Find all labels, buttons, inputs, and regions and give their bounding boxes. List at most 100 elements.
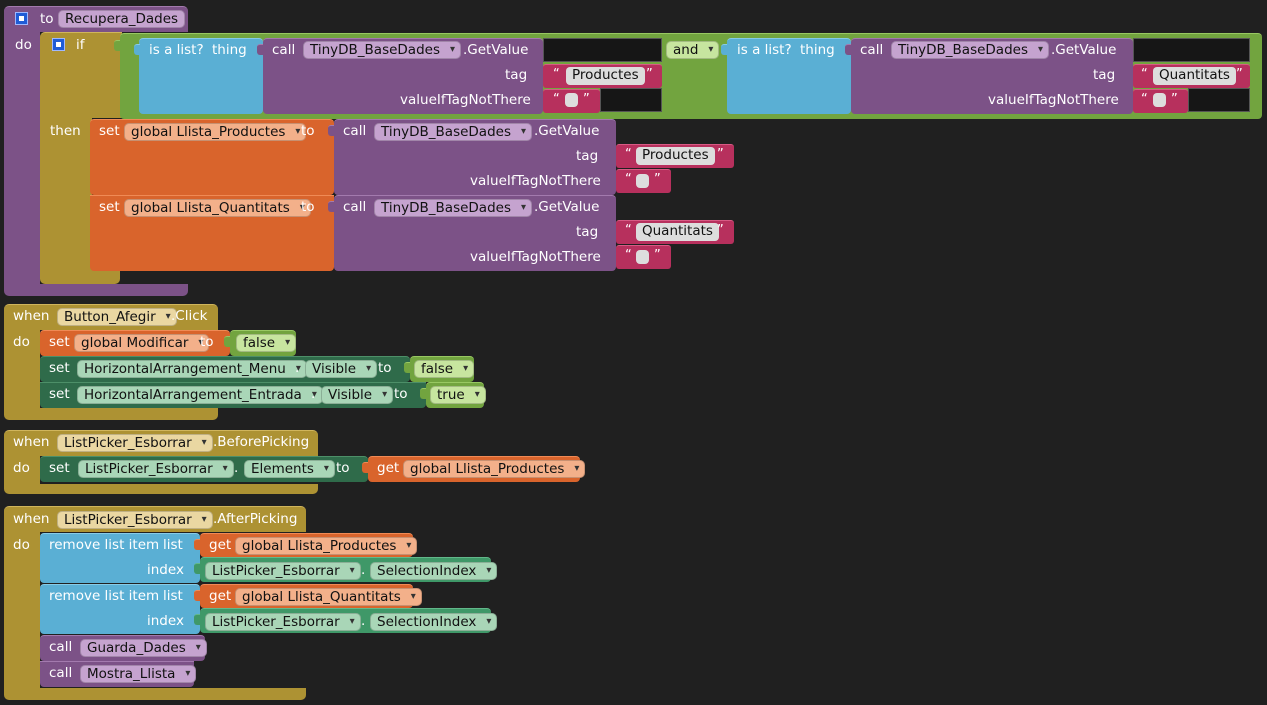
get-var-dropdown[interactable]: global Llista_Productes [403,460,586,478]
listpicker-esborrar-dropdown[interactable]: ListPicker_Esborrar [205,562,361,580]
tinydb-component-dropdown-4[interactable]: TinyDB_BaseDades [374,199,532,217]
getvalue-method-4: .GetValue [534,199,600,215]
if-mutator-gear-icon[interactable] [52,38,65,51]
close-quote: ” [654,172,661,187]
when-label: when [13,511,50,527]
list-label: list [163,588,183,604]
value-if-label-4: valueIfTagNotThere [470,249,601,265]
get-connector [362,462,368,473]
set-var-dropdown-quantitats[interactable]: global Llista_Quantitats [124,199,311,217]
open-quote: “ [625,248,632,263]
remove-list-item-block-1[interactable] [40,533,200,583]
empty-text-field[interactable] [636,174,649,188]
listpicker-esborrar-dropdown[interactable]: ListPicker_Esborrar [57,434,213,452]
horizontal-arrangement-menu-dropdown[interactable]: HorizontalArrangement_Menu [77,360,307,378]
tinydb-component-dropdown-3[interactable]: TinyDB_BaseDades [374,123,532,141]
do-label: do [13,537,30,553]
text-field-set2-tag[interactable]: Quantitats [636,223,719,241]
to-label: to [301,123,315,139]
remove-list-item-label: remove list item [49,588,160,604]
getvalue-method-2: .GetValue [1051,42,1117,58]
set-label: set [99,199,120,215]
is-list-label-1: is a list? [149,42,204,58]
open-quote: “ [553,92,560,107]
text-field-set1-tag[interactable]: Productes [636,147,715,165]
call-label-4: call [343,199,367,215]
text-field-cond1-tag[interactable]: Productes [566,67,645,85]
call-label-3: call [343,123,367,139]
value-if-label-3: valueIfTagNotThere [470,173,601,189]
empty-text-field[interactable] [636,250,649,264]
getvalue-method-3: .GetValue [534,123,600,139]
thing-label-2: thing [800,42,835,58]
call-label: call [49,665,73,681]
call-label-1: call [272,42,296,58]
get-label: get [209,588,232,604]
empty-text-field[interactable] [1153,93,1166,107]
event2-footer [4,484,318,494]
listpicker-esborrar-dropdown[interactable]: ListPicker_Esborrar [205,613,361,631]
event3-footer [4,688,306,700]
getvalue-connector-2 [845,44,851,55]
to-label: to [378,360,392,376]
if-then-block[interactable] [40,32,122,118]
get-label: get [377,460,400,476]
selectionindex-connector-1 [194,563,200,574]
if-then-footer [40,270,120,284]
afterpicking-event-label: .AfterPicking [213,511,298,527]
dot-separator: . [295,360,300,376]
if-then-body [40,117,92,272]
horizontal-arrangement-entrada-dropdown[interactable]: HorizontalArrangement_Entrada [77,386,323,404]
listpicker-esborrar-dropdown[interactable]: ListPicker_Esborrar [78,460,234,478]
entrada-true-dropdown[interactable]: true [430,386,486,404]
getvalue-empty-row-2 [1133,38,1250,62]
visible-property-dropdown[interactable]: Visible [321,386,394,404]
get-var-dropdown-productes[interactable]: global Llista_Productes [235,537,418,555]
getvalue-connector-4 [328,201,334,212]
is-list-connector-2 [721,44,727,55]
remove-list-item-block-2[interactable] [40,584,200,634]
event2-arm [4,455,40,487]
mutator-gear-icon[interactable] [15,12,28,25]
is-list-block-2[interactable] [727,38,851,114]
and-operator-dropdown[interactable]: and [666,41,720,59]
elements-property-dropdown[interactable]: Elements [244,460,335,478]
text-field-cond2-tag[interactable]: Quantitats [1153,67,1236,85]
button-afegir-dropdown[interactable]: Button_Afegir [57,308,177,326]
menu-false-dropdown[interactable]: false [414,360,475,378]
open-quote: “ [625,172,632,187]
global-modificar-dropdown[interactable]: global Modificar [74,334,210,352]
set-var-dropdown-productes[interactable]: global Llista_Productes [124,123,307,141]
is-list-block-1[interactable] [139,38,263,114]
when-label: when [13,434,50,450]
to-label: to [336,460,350,476]
close-quote: ” [654,248,661,263]
click-event-label: .Click [171,308,208,324]
visible-property-dropdown[interactable]: Visible [305,360,378,378]
do-label: do [13,334,30,350]
getvalue-empty-row-1b [600,88,662,112]
empty-text-field[interactable] [565,93,578,107]
event1-arm [4,329,40,411]
guarda-dades-dropdown[interactable]: Guarda_Dades [80,639,207,657]
tinydb-component-dropdown-1[interactable]: TinyDB_BaseDades [303,41,461,59]
event1-footer [4,408,218,420]
getvalue-connector-3 [328,125,334,136]
tinydb-component-dropdown-2[interactable]: TinyDB_BaseDades [891,41,1049,59]
get-var-dropdown-quantitats[interactable]: global Llista_Quantitats [235,588,422,606]
getvalue-connector-1 [257,44,263,55]
index-label: index [147,613,184,629]
when-label: when [13,308,50,324]
mostra-llista-dropdown[interactable]: Mostra_Llista [80,665,197,683]
selectionindex-property-dropdown[interactable]: SelectionIndex [370,562,498,580]
set-label: set [49,386,70,402]
procedure-name-field[interactable]: Recupera_Dades [58,10,186,28]
and-socket-connector [114,40,120,51]
selectionindex-property-dropdown[interactable]: SelectionIndex [370,613,498,631]
tag-label-2: tag [1093,67,1116,83]
procedure-do-keyword: do [15,37,32,53]
listpicker-esborrar-dropdown[interactable]: ListPicker_Esborrar [57,511,213,529]
value-if-label-2: valueIfTagNotThere [988,92,1119,108]
false-dropdown[interactable]: false [236,334,297,352]
getvalue-method-1: .GetValue [463,42,529,58]
